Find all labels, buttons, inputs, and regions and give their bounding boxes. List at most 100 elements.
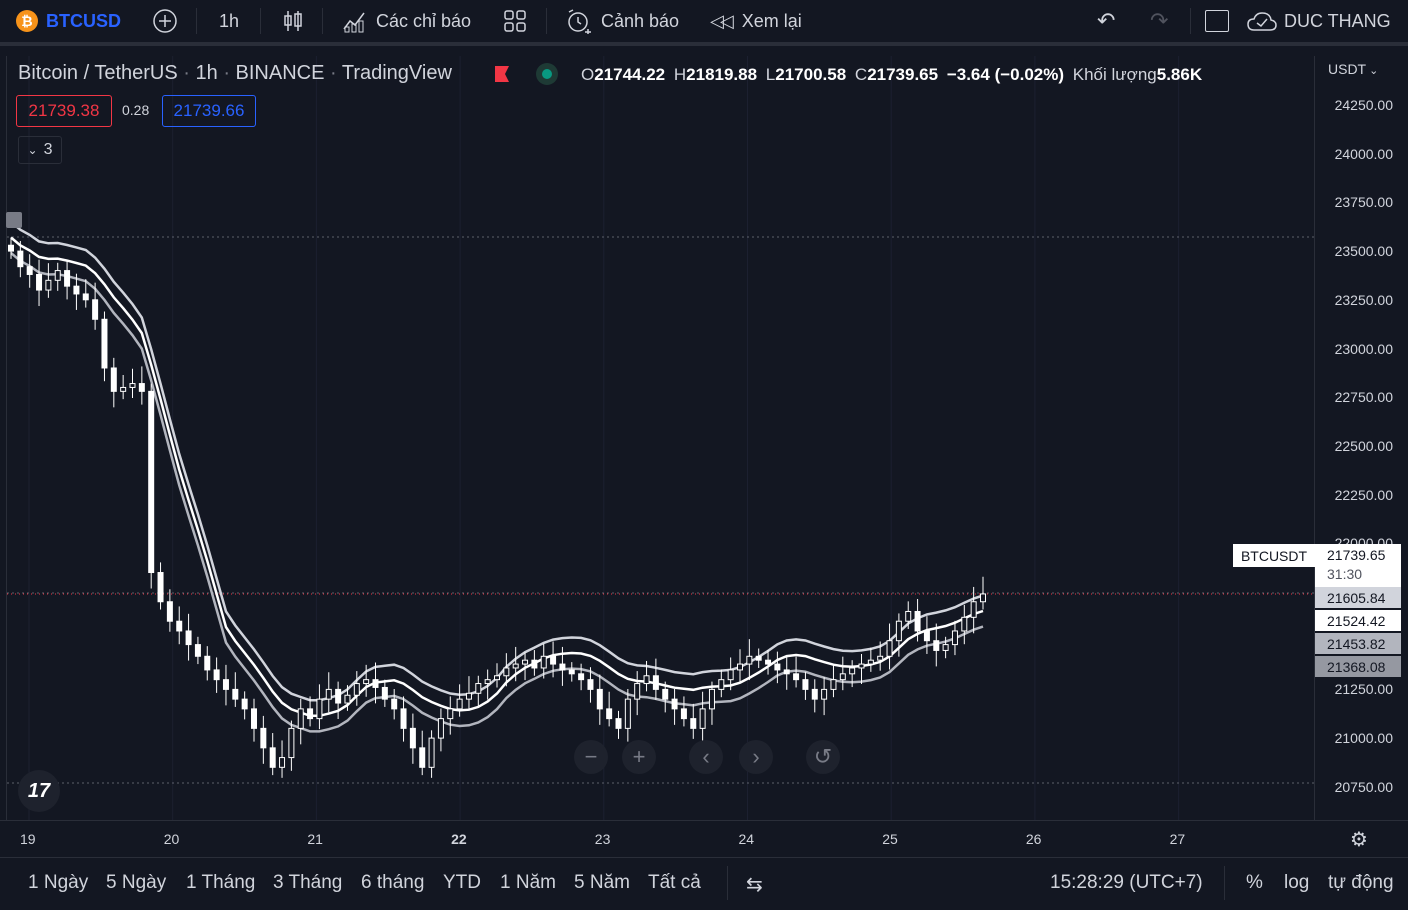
tradingview-logo[interactable]: 17 [18,770,60,812]
candle [494,663,500,688]
candle [951,620,958,656]
buy-price-button[interactable]: 21739.66 [162,95,256,127]
redo-button[interactable]: ↷ [1150,0,1168,42]
band-lower2-tag: 21368.08 [1315,656,1401,677]
price-axis-label: 20750.00 [1334,778,1393,795]
candle [503,653,510,687]
band-lower-tag: 21453.82 [1315,633,1401,654]
auto-scale-toggle[interactable]: tự động [1328,872,1394,893]
interval-button[interactable]: 1h [219,10,240,31]
candle [279,740,286,778]
bitcoin-icon: ₿ [16,10,38,32]
range-button[interactable]: 1 Tháng [186,872,256,893]
log-toggle[interactable]: log [1284,872,1310,893]
candle [26,254,33,288]
save-layout-button[interactable]: DUC THANG [1246,0,1391,42]
candle [531,650,538,676]
zoom-in-button[interactable]: + [622,740,656,774]
currency-selector[interactable]: USDT ⌄ [1328,61,1378,77]
candle [157,562,164,610]
replay-button[interactable]: ◁◁ Xem lại [710,0,802,42]
symbol-search[interactable]: ₿ BTCUSD [16,0,121,42]
scroll-left-button[interactable]: ‹ [689,740,723,774]
percent-toggle[interactable]: % [1246,872,1263,893]
chart-type-button[interactable] [282,0,304,42]
clock-label[interactable]: 15:28:29 (UTC+7) [1050,872,1203,893]
candle [316,684,323,730]
layout-button[interactable] [1205,0,1229,42]
band-mid-line [10,236,984,718]
candle [138,366,145,405]
zoom-out-button[interactable]: − [574,740,608,774]
settings-gear-icon[interactable]: ⚙ [1350,829,1368,851]
reset-chart-button[interactable]: ↺ [806,740,840,774]
candle [718,669,725,698]
price-axis[interactable]: USDT ⌄ 24250.00 24000.00 23750.00 23500.00 2… [1314,56,1408,820]
candle [737,649,743,684]
candle [82,279,89,308]
candle [961,604,968,645]
pane-handle[interactable] [6,212,22,228]
divider [322,8,323,34]
price-chart[interactable] [7,56,1315,820]
divider [1190,8,1191,34]
price-axis-label: 21000.00 [1334,730,1393,747]
alert-label: Cảnh báo [601,10,680,31]
range-button[interactable]: 5 Năm [574,872,630,893]
chart-pane[interactable] [6,56,1315,820]
candle [335,681,342,720]
bar-countdown: 31:30 [1327,566,1363,582]
plus-icon: + [632,744,646,769]
indicators-button[interactable]: Các chỉ báo [342,0,471,42]
candle [344,685,351,711]
candle [456,684,463,717]
sell-price-button[interactable]: 21739.38 [16,95,112,127]
candle [419,730,426,776]
close-value: 21739.65 [867,65,939,84]
range-button[interactable]: YTD [443,872,481,893]
templates-button[interactable] [503,0,527,42]
undo-button[interactable]: ↶ [1097,0,1115,42]
compare-button[interactable] [152,0,178,42]
candle [606,691,613,727]
range-button[interactable]: 1 Ngày [28,872,89,893]
range-button[interactable]: 5 Ngày [106,872,167,893]
candle [45,263,52,298]
market-status-icon[interactable] [536,63,558,85]
candle [129,368,136,398]
candle [475,675,482,707]
candle [550,641,557,678]
time-axis[interactable]: 19 20 21 22 23 24 25 26 27 ⚙ [0,820,1408,857]
candle [101,311,108,382]
cloud-icon [1247,12,1277,31]
flag-icon[interactable] [494,65,510,83]
date-range-button[interactable]: ⇆ [746,872,763,897]
range-button[interactable]: 1 Năm [500,872,556,893]
candle [73,273,80,310]
divider [196,8,197,34]
low-label: L [765,65,776,84]
candle [877,641,884,671]
candle [36,259,43,307]
range-button[interactable]: 6 tháng [361,872,425,893]
divider [1224,866,1225,900]
legend-title[interactable]: Bitcoin / TetherUS · 1h · BINANCE · Trad… [18,62,452,84]
time-axis-label: 21 [307,831,323,847]
candle [849,660,856,688]
band-mid-tag: 21524.42 [1315,610,1401,631]
candle [587,667,594,703]
divider [546,8,547,34]
replay-label: Xem lại [741,10,802,31]
alert-button[interactable]: Cảnh báo [565,0,679,42]
indicators-collapse-button[interactable]: ⌄ 3 [18,136,62,164]
candle [288,720,295,771]
range-button[interactable]: 3 Tháng [273,872,343,893]
candle [64,260,71,300]
price-axis-label: 24000.00 [1334,145,1393,162]
candle [624,689,631,742]
undo-icon: ↶ [1097,8,1116,33]
scroll-right-button[interactable]: › [739,740,773,774]
ohlc-values: O21744.22 H21819.88 L21700.58 C21739.65 … [581,65,1202,85]
range-button[interactable]: Tất cả [648,872,701,893]
candle [8,237,14,259]
